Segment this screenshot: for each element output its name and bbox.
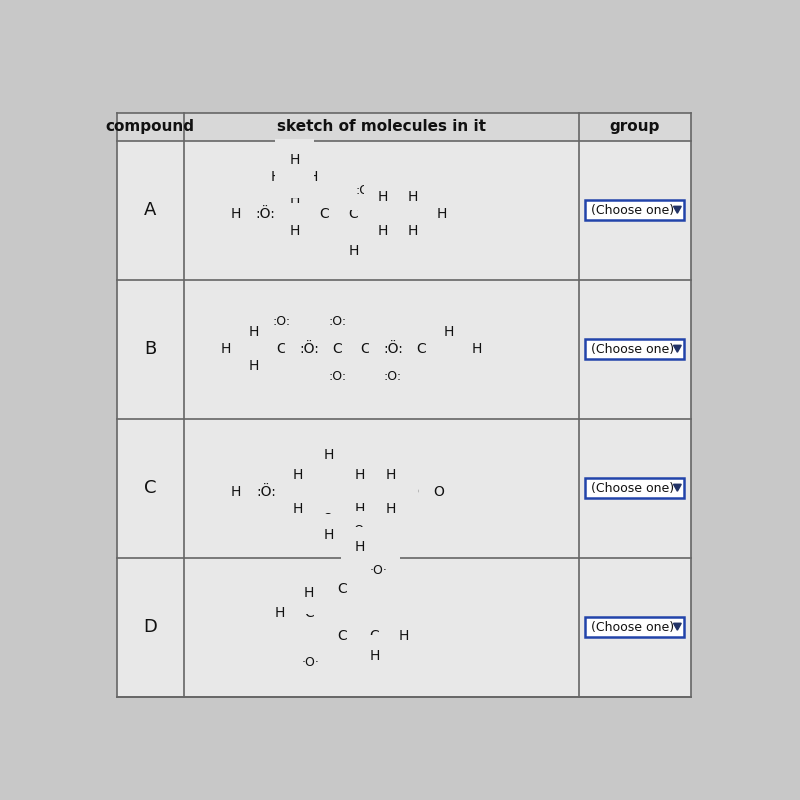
Text: :Ö:: :Ö:	[383, 342, 403, 356]
Text: H: H	[348, 244, 358, 258]
Text: H: H	[304, 586, 314, 600]
Text: C: C	[293, 485, 302, 499]
Text: (Choose one): (Choose one)	[590, 204, 674, 217]
FancyBboxPatch shape	[585, 617, 684, 637]
Text: C: C	[144, 479, 157, 497]
Text: H: H	[230, 207, 241, 221]
Text: H: H	[290, 224, 300, 238]
Text: compound: compound	[106, 119, 195, 134]
Text: C: C	[349, 207, 358, 221]
Text: D: D	[143, 618, 158, 636]
Text: ·O·: ·O·	[370, 564, 388, 577]
Text: H: H	[323, 468, 334, 482]
Text: C: C	[304, 606, 314, 620]
Text: H: H	[378, 190, 388, 204]
Text: H: H	[354, 541, 365, 554]
Text: H: H	[293, 468, 303, 482]
Text: H: H	[290, 153, 300, 167]
Text: H: H	[398, 630, 409, 643]
Text: (Choose one): (Choose one)	[590, 342, 674, 356]
Text: H: H	[290, 192, 300, 206]
Text: H: H	[248, 325, 258, 339]
Text: C: C	[407, 207, 418, 221]
Text: H: H	[437, 207, 447, 221]
Text: :Ö:: :Ö:	[257, 485, 277, 499]
Bar	[117, 280, 690, 418]
Text: H: H	[354, 502, 365, 516]
Text: :O:: :O:	[355, 185, 374, 198]
Text: C: C	[337, 630, 346, 643]
Polygon shape	[674, 206, 682, 214]
Text: H: H	[293, 502, 303, 516]
Text: H: H	[471, 342, 482, 356]
Text: C: C	[337, 582, 346, 596]
Text: H: H	[386, 502, 396, 516]
Text: C: C	[360, 342, 370, 356]
Text: group: group	[610, 119, 660, 134]
Polygon shape	[674, 623, 682, 630]
Text: C: C	[290, 207, 299, 221]
Text: H: H	[274, 606, 285, 620]
Text: B: B	[144, 340, 157, 358]
Text: C: C	[249, 342, 258, 356]
Polygon shape	[674, 484, 682, 491]
Text: H: H	[220, 342, 230, 356]
Text: A: A	[144, 201, 157, 219]
Text: :O:: :O:	[350, 524, 369, 537]
Text: H: H	[323, 448, 334, 462]
Text: C: C	[324, 485, 334, 499]
Text: :O:: :O:	[328, 370, 346, 383]
Text: :O:: :O:	[272, 315, 290, 328]
Text: C: C	[290, 170, 299, 184]
Text: H: H	[308, 170, 318, 184]
Text: O: O	[434, 485, 444, 499]
Text: :O:: :O:	[335, 458, 353, 471]
Text: H: H	[369, 650, 379, 663]
Text: C: C	[417, 485, 426, 499]
Bar	[117, 558, 690, 697]
Text: H: H	[270, 170, 281, 184]
Text: :Ö:: :Ö:	[255, 207, 275, 221]
Text: :Ö:: :Ö:	[299, 342, 319, 356]
Text: :O:: :O:	[343, 230, 361, 244]
Text: C: C	[444, 342, 454, 356]
Text: H: H	[230, 485, 241, 499]
Text: (Choose one): (Choose one)	[590, 482, 674, 494]
Text: H: H	[354, 468, 365, 482]
Text: H: H	[378, 224, 388, 238]
Text: C: C	[370, 630, 379, 643]
Text: C: C	[332, 342, 342, 356]
Text: H: H	[378, 184, 388, 198]
FancyBboxPatch shape	[585, 339, 684, 359]
Text: ·O·: ·O·	[302, 656, 320, 669]
Text: H: H	[323, 528, 334, 542]
Bar	[117, 113, 690, 141]
Text: :O:: :O:	[384, 370, 402, 383]
Text: (Choose one): (Choose one)	[590, 621, 674, 634]
Bar	[117, 141, 690, 280]
Text: C: C	[277, 342, 286, 356]
Polygon shape	[674, 346, 682, 352]
Text: :O:: :O:	[328, 315, 346, 328]
FancyBboxPatch shape	[585, 478, 684, 498]
Text: H: H	[407, 224, 418, 238]
Text: C: C	[416, 342, 426, 356]
Text: C: C	[354, 485, 365, 499]
Text: C: C	[386, 485, 395, 499]
Text: H: H	[443, 325, 454, 339]
FancyBboxPatch shape	[585, 200, 684, 220]
Text: C: C	[319, 207, 329, 221]
Text: :O:: :O:	[319, 512, 338, 525]
Text: H: H	[386, 468, 396, 482]
Bar	[117, 418, 690, 558]
Text: sketch of molecules in it: sketch of molecules in it	[277, 119, 486, 134]
Text: C: C	[378, 207, 388, 221]
Text: H: H	[248, 359, 258, 373]
Text: H: H	[407, 190, 418, 204]
